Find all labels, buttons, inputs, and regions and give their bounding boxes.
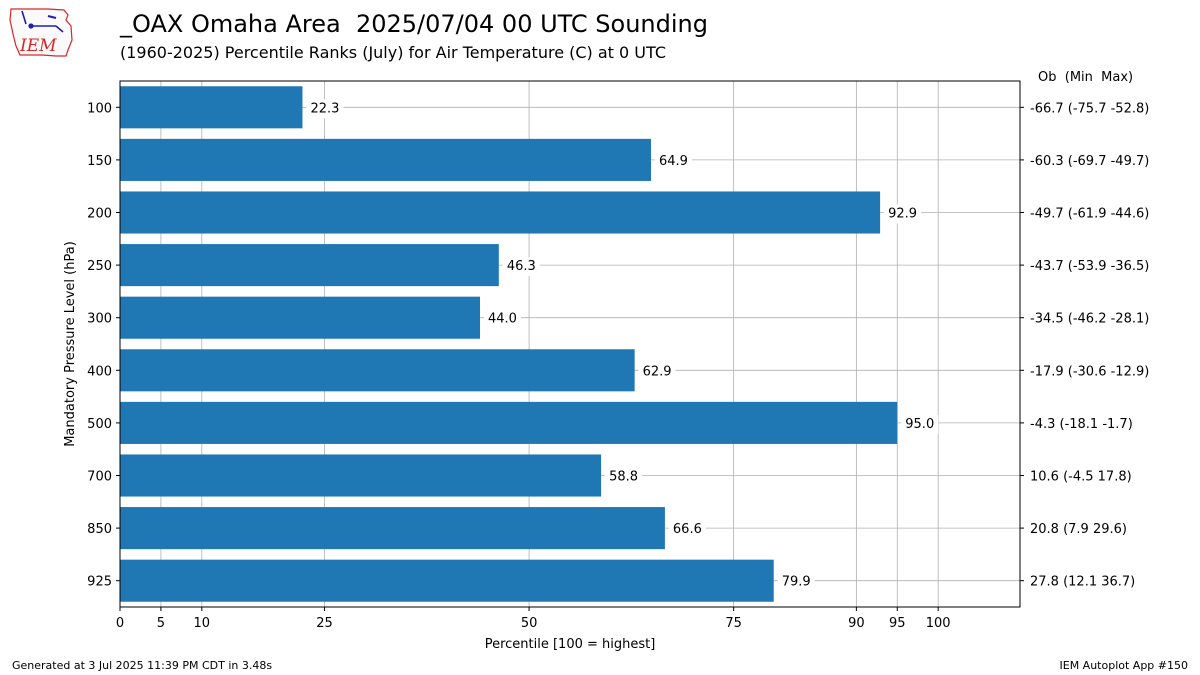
bar-value-label: 92.9 bbox=[888, 207, 917, 222]
x-axis-label: Percentile [100 = highest] bbox=[485, 637, 656, 652]
bar-value-label-background bbox=[901, 414, 939, 434]
y-axis-label: Mandatory Pressure Level (hPa) bbox=[63, 241, 78, 447]
bar bbox=[120, 86, 303, 129]
y-tick-label: 400 bbox=[87, 364, 112, 379]
y-tick-label: 250 bbox=[87, 259, 112, 274]
bars bbox=[120, 86, 898, 602]
bar bbox=[120, 191, 881, 234]
bar-value-label-background bbox=[655, 151, 692, 171]
bar bbox=[120, 559, 774, 602]
right-observation-label: -66.7 (-75.7 -52.8) bbox=[1030, 101, 1149, 116]
right-observation-label: -43.7 (-53.9 -36.5) bbox=[1030, 259, 1149, 274]
y-tick-label: 700 bbox=[87, 470, 112, 485]
y-tick-label: 100 bbox=[87, 101, 112, 116]
bar-value-label-background bbox=[884, 204, 922, 224]
right-observation-label: -4.3 (-18.1 -1.7) bbox=[1030, 417, 1133, 432]
bar-value-label: 95.0 bbox=[905, 417, 934, 432]
footer-generated: Generated at 3 Jul 2025 11:39 PM CDT in … bbox=[12, 659, 273, 672]
bar bbox=[120, 507, 665, 550]
plot-frame bbox=[119, 80, 1021, 608]
bar-value-label: 79.9 bbox=[782, 575, 811, 590]
bar-value-label: 64.9 bbox=[659, 154, 688, 169]
bar bbox=[120, 349, 635, 392]
bar-value-label: 62.9 bbox=[643, 364, 672, 379]
value-labels: 22.3 64.9 92.9 46.3 44.0 62.9 95.0 58.8 66.6 79.9 bbox=[306, 99, 939, 592]
x-tick-label: 25 bbox=[316, 616, 333, 631]
bar-value-label-background bbox=[668, 520, 706, 540]
chart-subtitle: (1960-2025) Percentile Ranks (July) for … bbox=[120, 43, 667, 62]
y-tick-label: 200 bbox=[87, 207, 112, 222]
right-observation-label: 27.8 (12.1 36.7) bbox=[1030, 575, 1135, 590]
bar-value-label: 44.0 bbox=[488, 312, 517, 327]
logo-text: IEM bbox=[19, 36, 57, 56]
y-tick-label: 300 bbox=[87, 312, 112, 327]
iem-logo: IEM bbox=[9, 8, 73, 57]
x-tick-label: 10 bbox=[194, 616, 211, 631]
right-observation-label: 10.6 (-4.5 17.8) bbox=[1030, 470, 1132, 485]
bar-value-label-background bbox=[502, 257, 540, 277]
x-tick-label: 0 bbox=[116, 616, 124, 631]
right-observation-label: 20.8 (7.9 29.6) bbox=[1030, 522, 1127, 537]
bar-value-label: 58.8 bbox=[609, 470, 638, 485]
bar-value-label-background bbox=[777, 572, 815, 592]
bar bbox=[120, 454, 602, 497]
bar-value-label-background bbox=[484, 309, 521, 329]
x-tick-label: 100 bbox=[926, 616, 951, 631]
x-tick-label: 75 bbox=[725, 616, 742, 631]
y-tick-label: 925 bbox=[87, 575, 112, 590]
y-tick-label: 850 bbox=[87, 522, 112, 537]
bar-value-label: 22.3 bbox=[310, 101, 339, 116]
right-observation-label: -49.7 (-61.9 -44.6) bbox=[1030, 207, 1149, 222]
right-column-header: Ob (Min Max) bbox=[1038, 70, 1133, 85]
right-observation-label: -60.3 (-69.7 -49.7) bbox=[1030, 154, 1149, 169]
bar bbox=[120, 296, 480, 339]
axes: 0 5 10 25 50 75 90 95 100 100 -66.7 (-75.7 -52.8) 1… bbox=[87, 101, 1149, 631]
right-observation-label: -17.9 (-30.6 -12.9) bbox=[1030, 364, 1149, 379]
x-tick-label: 5 bbox=[157, 616, 165, 631]
bar-value-label-background bbox=[638, 362, 676, 382]
bar-value-label-background bbox=[605, 467, 643, 487]
bar-value-label: 66.6 bbox=[673, 522, 702, 537]
x-tick-label: 50 bbox=[521, 616, 538, 631]
x-tick-label: 90 bbox=[848, 616, 865, 631]
y-tick-label: 150 bbox=[87, 154, 112, 169]
y-tick-label: 500 bbox=[87, 417, 112, 432]
bar-value-label: 46.3 bbox=[507, 259, 536, 274]
footer-app: IEM Autoplot App #150 bbox=[1059, 659, 1189, 672]
bar bbox=[120, 138, 651, 181]
right-observation-label: -34.5 (-46.2 -28.1) bbox=[1030, 312, 1149, 327]
bar-value-label-background bbox=[306, 99, 344, 119]
x-tick-label: 95 bbox=[889, 616, 906, 631]
chart-title: _OAX Omaha Area 2025/07/04 00 UTC Soundi… bbox=[120, 10, 708, 38]
bar bbox=[120, 244, 499, 287]
bar bbox=[120, 401, 898, 444]
